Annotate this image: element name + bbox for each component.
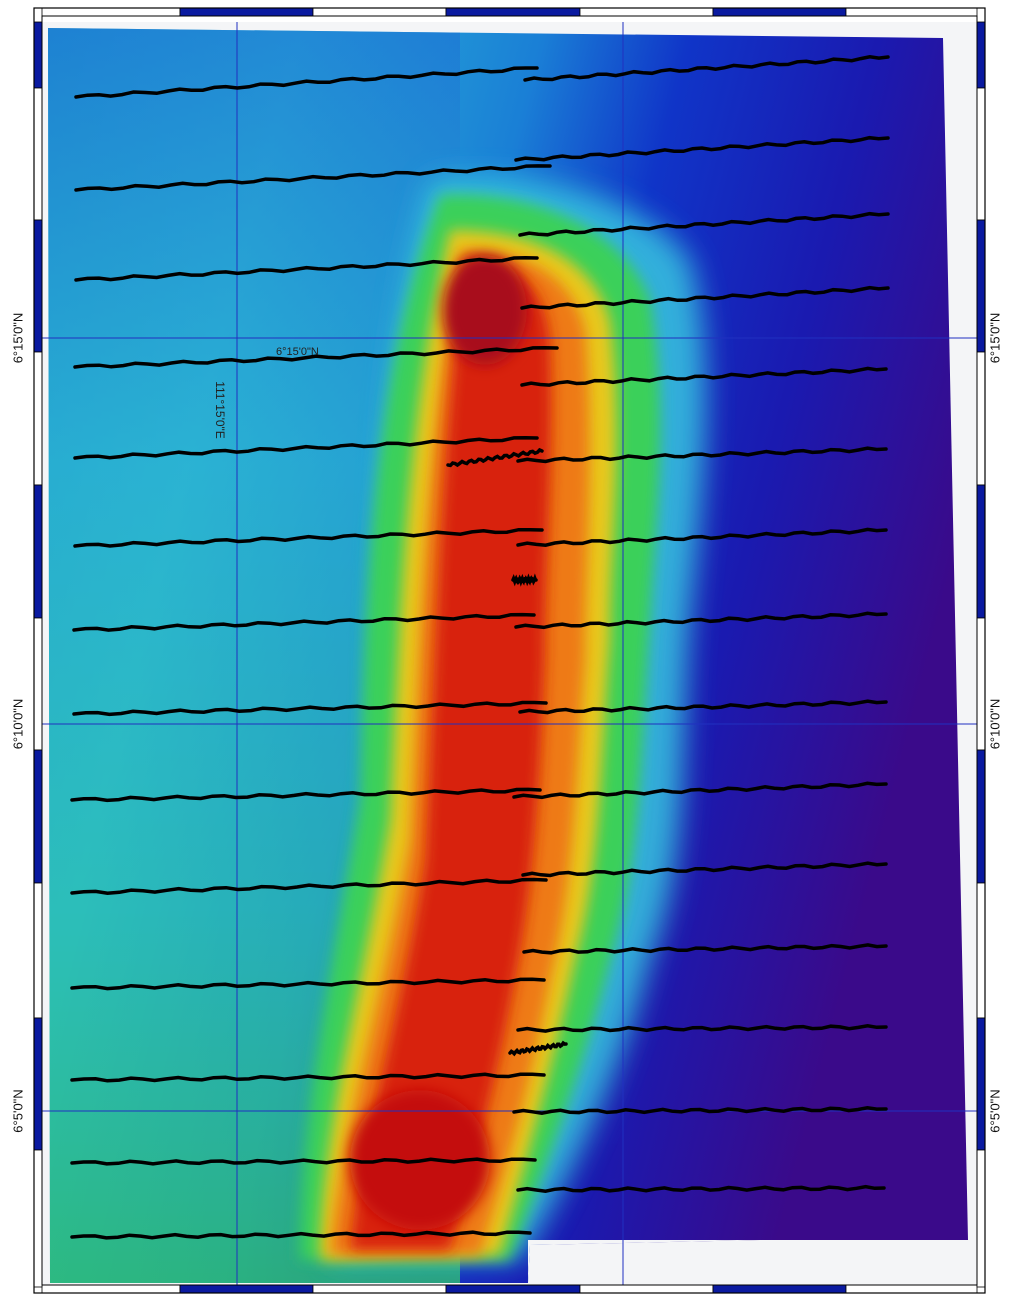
trackline (522, 943, 888, 955)
frame-segment-bottom (445, 1284, 581, 1294)
trackline (521, 861, 888, 878)
trackline (523, 55, 890, 82)
trackline (74, 164, 552, 192)
trackline (73, 527, 544, 548)
frame-segment-bottom (41, 1284, 181, 1294)
trackline (518, 699, 888, 715)
trackline (73, 345, 559, 369)
lat-label-left: 6°5'0"N (10, 1089, 26, 1133)
lat-label-left: 6°10'0"N (10, 698, 26, 750)
frame-segment-right (976, 1017, 986, 1151)
lat-label-right: 6°15'0"N (987, 312, 1003, 364)
trackline (74, 66, 539, 99)
frame-segment-top (845, 7, 978, 17)
trackline (512, 1106, 888, 1115)
trackline (72, 612, 536, 632)
trackline (516, 1184, 886, 1193)
trackline (508, 1040, 568, 1057)
inner-neatline (41, 15, 978, 1286)
frame-segment-right (976, 882, 986, 1019)
trackline (70, 787, 542, 803)
trackline (520, 285, 890, 310)
interior-lat-label: 6°15'0"N (276, 346, 319, 358)
frame-segment-top (445, 7, 581, 17)
trackline (514, 135, 890, 162)
lat-label-right: 6°5'0"N (987, 1089, 1003, 1133)
frame-segment-bottom (579, 1284, 714, 1294)
trackline (446, 447, 544, 468)
lat-label-right: 6°10'0"N (987, 698, 1003, 750)
frame-segment-left (33, 87, 43, 221)
neatline (33, 7, 986, 1294)
bathymetry-surface (48, 28, 968, 1283)
frame-segment-bottom (712, 1284, 847, 1294)
frame-segment-right (976, 21, 986, 89)
trackline (520, 366, 888, 387)
trackline (74, 256, 539, 282)
frame-segment-left (33, 484, 43, 619)
trackline (516, 527, 888, 547)
frame-segment-right (976, 749, 986, 884)
frame-segment-left (33, 219, 43, 353)
trackline (516, 1024, 888, 1033)
trackline (70, 977, 546, 991)
frame-segment-right (976, 617, 986, 751)
trackline (512, 781, 888, 800)
trackline (70, 877, 548, 895)
frame-segment-left (33, 617, 43, 751)
frame-segment-top (712, 7, 847, 17)
frame-segment-top (41, 7, 181, 17)
frame-segment-bottom (845, 1284, 978, 1294)
frame-segment-top (579, 7, 714, 17)
trackline (73, 436, 539, 460)
trackline (70, 1072, 546, 1083)
trackline (70, 1230, 532, 1240)
frame-segment-bottom (312, 1284, 447, 1294)
map-frame (33, 7, 986, 1294)
trackline (511, 573, 538, 587)
frame-segment-right (976, 87, 986, 221)
trackline (72, 700, 548, 717)
frame-segment-right (976, 219, 986, 353)
frame-segment-left (33, 21, 43, 89)
frame-segment-left (33, 882, 43, 1019)
trackline (518, 211, 890, 237)
frame-segment-right (976, 351, 986, 486)
frame-segment-top (312, 7, 447, 17)
frame-segment-left (33, 351, 43, 486)
lat-label-left: 6°15'0"N (10, 312, 26, 364)
frame-segment-left (33, 749, 43, 884)
frame-segment-bottom (179, 1284, 314, 1294)
frame-segment-right (976, 1149, 986, 1288)
frame-segment-right (976, 484, 986, 619)
interior-lon-label: 111°15'0"E (213, 381, 227, 439)
frame-segment-left (33, 1017, 43, 1151)
frame-segment-top (179, 7, 314, 17)
trackline (514, 611, 888, 630)
survey-tracklines (70, 55, 890, 1240)
frame-segment-left (33, 1149, 43, 1288)
trackline (70, 1157, 537, 1166)
trackline (516, 446, 888, 464)
